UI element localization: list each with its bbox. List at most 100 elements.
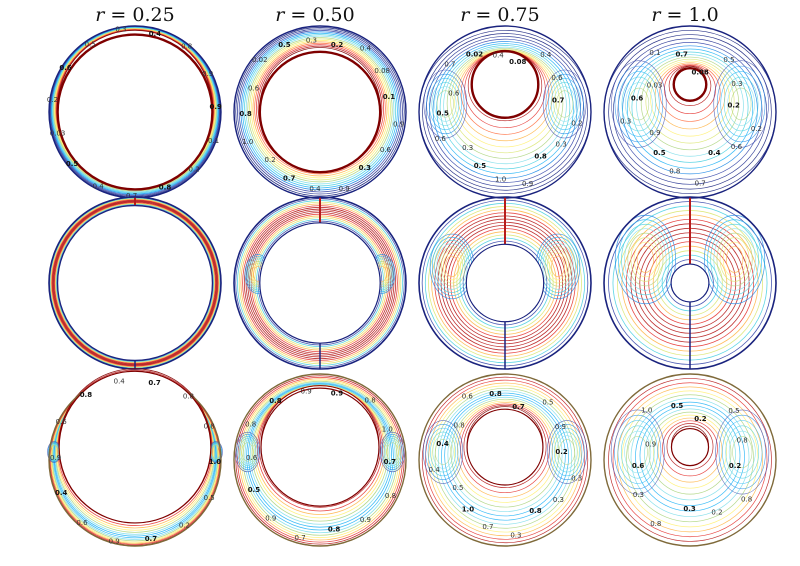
contour-label: 0.2	[179, 521, 190, 529]
contour-label: 0.4	[493, 51, 505, 59]
contour-label: 0.9	[209, 103, 222, 111]
contour-label: 0.8	[454, 422, 465, 430]
contour-label: 0.2	[265, 156, 276, 164]
contour-label: 0.3	[359, 164, 372, 172]
contour-label: 1.0	[242, 138, 253, 146]
contour-label: 0.3	[556, 141, 567, 149]
contour-label: 0.7	[148, 379, 161, 387]
contour-label: 0.8	[529, 507, 542, 515]
contour-label: 0.2	[331, 41, 344, 49]
contour-label: 0.2	[711, 509, 722, 517]
contour-label: 0.1	[208, 137, 219, 145]
contour-label: 0.8	[385, 492, 396, 500]
contour-label: 0.8	[204, 423, 215, 431]
contour-label: 0.9	[393, 121, 404, 129]
contour-label: 0.7	[145, 535, 158, 543]
panel-r0.25-row2	[48, 196, 222, 370]
panel-r1.0-row1: 0.08 0.5 0.3 0.2 0.2 0.6 0.4 0.7 0.8 0.5 0.9 0.3 0.6…	[603, 25, 777, 199]
contour-label: 0.2	[555, 448, 568, 456]
contour-label: 0.9	[339, 185, 350, 193]
contour-label: 0.5	[66, 160, 79, 168]
contour-label: 0.4	[114, 378, 126, 386]
panel-r0.25-row1: 0.4 0.8 0.9 0.9 0.1 0.2 0.8 0.7 0.4 0.5 0.03 0.2 0.6…	[47, 25, 222, 200]
contour-label: 0.5	[452, 484, 463, 492]
contour-label: 0.1	[383, 93, 396, 101]
contour-label: 0.7	[675, 51, 688, 59]
contour-label: 0.5	[723, 56, 734, 64]
contour-label: 0.9	[645, 441, 656, 449]
contour-label: 0.8	[80, 391, 93, 399]
column-header-r-0.25: r = 0.25	[95, 4, 175, 26]
contour-label: 0.4	[436, 440, 449, 448]
contour-label: 0.4	[149, 30, 162, 38]
contour-label: 0.5	[671, 402, 684, 410]
contour-label: 0.3	[571, 474, 582, 482]
column-header-r-1.0: r = 1.0	[651, 4, 719, 26]
contour-label: 0.6	[56, 418, 68, 426]
panel-r1.0-row2	[603, 196, 777, 370]
panel-r0.50-row1: 0.2 0.4 0.08 0.1 0.9 0.6 0.3 0.9 0.4 0.7 0.2 1.0 0.8…	[233, 25, 407, 199]
contour-label: 0.2	[571, 119, 582, 127]
contour-label: 0.2	[47, 96, 58, 104]
contour-label: 0.6	[59, 64, 72, 72]
contour-label: 0.5	[204, 494, 215, 502]
contour-label: 0.03	[647, 82, 663, 90]
contour-label: 0.8	[181, 43, 192, 51]
column-header-r-0.75: r = 0.75	[460, 4, 540, 26]
contour-label: 0.3	[306, 37, 317, 45]
contour-label: 0.9	[360, 516, 371, 524]
contour-label: 0.6	[248, 84, 260, 92]
contour-label: 0.8	[239, 110, 252, 118]
contour-label: 0.9	[202, 70, 213, 78]
contour-label: 0.9	[109, 537, 120, 545]
contour-label: 1.0	[382, 426, 393, 434]
contour-label: 0.8	[669, 168, 680, 176]
contour-label: 0.7	[283, 174, 296, 182]
contour-label: 0.9	[301, 388, 312, 396]
contour-label: 0.4	[93, 182, 105, 190]
contour-label: 0.5	[248, 486, 261, 494]
contour-label: 0.6	[632, 462, 645, 470]
contour-label: 0.4	[708, 149, 721, 157]
panel-r0.50-row2	[233, 196, 407, 370]
contour-label: 0.2	[694, 415, 707, 423]
contour-label: 0.8	[269, 397, 282, 405]
contour-label: 0.3	[510, 532, 521, 540]
contour-label: 0.02	[252, 56, 268, 64]
contour-label: 0.5	[728, 407, 739, 415]
contour-label: 0.4	[309, 185, 321, 193]
contour-label: 0.6	[448, 90, 460, 98]
contour-label: 0.3	[731, 80, 742, 88]
contour-label: 0.5	[278, 41, 291, 49]
contour-label: 0.5	[436, 110, 449, 118]
contour-label: 0.5	[474, 162, 487, 170]
contour-label: 1.0	[495, 175, 506, 183]
contour-label: 0.7	[552, 97, 565, 105]
contour-label: 0.7	[295, 534, 306, 542]
contour-label: 0.2	[189, 166, 200, 174]
contour-label: 0.02	[466, 51, 483, 59]
contour-label: 0.9	[331, 390, 344, 398]
contour-label: 0.5	[85, 41, 96, 49]
contour-label: 0.5	[542, 399, 553, 407]
contour-label: 0.9	[265, 515, 276, 523]
contour-label: 0.4	[55, 489, 68, 497]
contour-label: 0.5	[653, 149, 666, 157]
panel-r0.50-row3: 0.9 0.8 1.0 0.7 0.8 0.9 0.8 0.7 0.9 0.5 0.6 0.8 0.8 0…	[233, 373, 407, 547]
panel-r0.25-row3: 0.7 0.8 0.8 1.0 0.5 0.2 0.7 0.9 0.6 0.4 0.9 0.6 0.8 0…	[47, 368, 223, 547]
panel-r1.0-row3: 0.2 0.5 0.8 0.2 0.8 0.2 0.3 0.8 0.3 0.6 0.9 1.0 0.5	[603, 373, 777, 547]
contour-label: 0.2	[727, 102, 740, 110]
contour-label: 0.8	[328, 526, 341, 534]
panel-r0.75-row3: 0.7 0.5 0.9 0.2 0.3 0.3 0.8 0.3 0.7 1.0 0.5 0.4 0.4 0…	[418, 373, 592, 547]
contour-label: 0.4	[360, 44, 372, 52]
contour-label: 0.8	[489, 390, 502, 398]
contour-label: 0.08	[691, 69, 708, 77]
contour-label: 0.08	[374, 67, 390, 75]
contour-label: 0.6	[380, 146, 392, 154]
contour-label: 0.6	[76, 519, 88, 527]
contour-label: 0.1	[649, 49, 660, 57]
contour-label: 0.9	[50, 454, 61, 462]
panel-r0.75-row2	[418, 196, 592, 370]
contour-label: 0.8	[245, 420, 256, 428]
